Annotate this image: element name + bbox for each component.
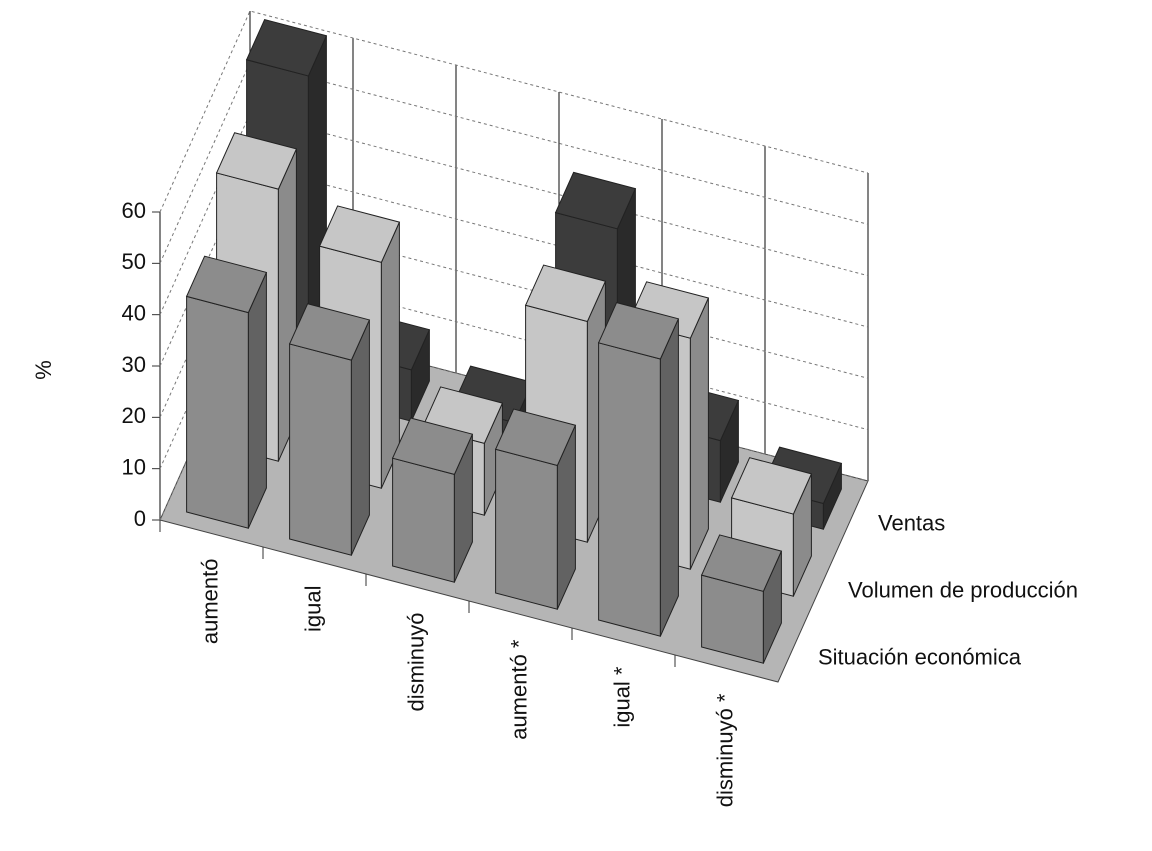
y-tick-label: 60: [122, 198, 146, 223]
bar-side: [659, 318, 679, 637]
bar: [391, 417, 474, 583]
bar-front: [289, 343, 352, 556]
legend-label: Situación económica: [818, 644, 1022, 669]
bar-side: [689, 297, 709, 570]
y-tick-label: 0: [134, 506, 146, 531]
y-tick-label: 40: [122, 300, 146, 325]
bar-top: [524, 264, 607, 323]
bar-front: [186, 295, 249, 529]
grid-line: [159, 61, 869, 264]
bar: [185, 255, 268, 529]
x-tick-label: igual: [300, 586, 325, 632]
bar-top: [318, 205, 401, 263]
x-tick-label: aumentó *: [506, 639, 531, 740]
legend-label: Ventas: [878, 510, 945, 535]
bar-front: [392, 457, 455, 583]
x-tick-label: disminuyó *: [712, 693, 737, 807]
y-tick-label: 20: [122, 403, 146, 428]
bar-top: [494, 408, 577, 467]
y-tick-label: 50: [122, 249, 146, 274]
grid-line: [159, 10, 869, 213]
x-tick-label: disminuyó: [403, 613, 428, 712]
bar-top: [215, 132, 298, 190]
bar-front: [598, 342, 661, 637]
grid-line: [159, 113, 869, 315]
bar-top: [700, 534, 783, 592]
y-tick-label: 10: [122, 454, 146, 479]
bar-top: [288, 303, 371, 361]
bar: [700, 534, 783, 664]
bar: [597, 302, 680, 637]
bar-top: [597, 302, 680, 360]
bar-top: [730, 457, 813, 515]
legend-label: Volumen de producción: [848, 577, 1078, 602]
bar-top: [185, 255, 268, 314]
bar-top: [245, 18, 328, 77]
bar-side: [247, 272, 267, 529]
bar-front: [495, 448, 558, 610]
bar-top: [391, 417, 474, 475]
y-tick-label: 30: [122, 352, 146, 377]
y-axis-label: %: [31, 360, 56, 380]
bar: [494, 408, 577, 610]
x-tick-label: igual *: [609, 666, 634, 728]
bar-top: [554, 171, 637, 230]
bar: [288, 303, 371, 556]
x-tick-label: aumentó: [197, 559, 222, 645]
